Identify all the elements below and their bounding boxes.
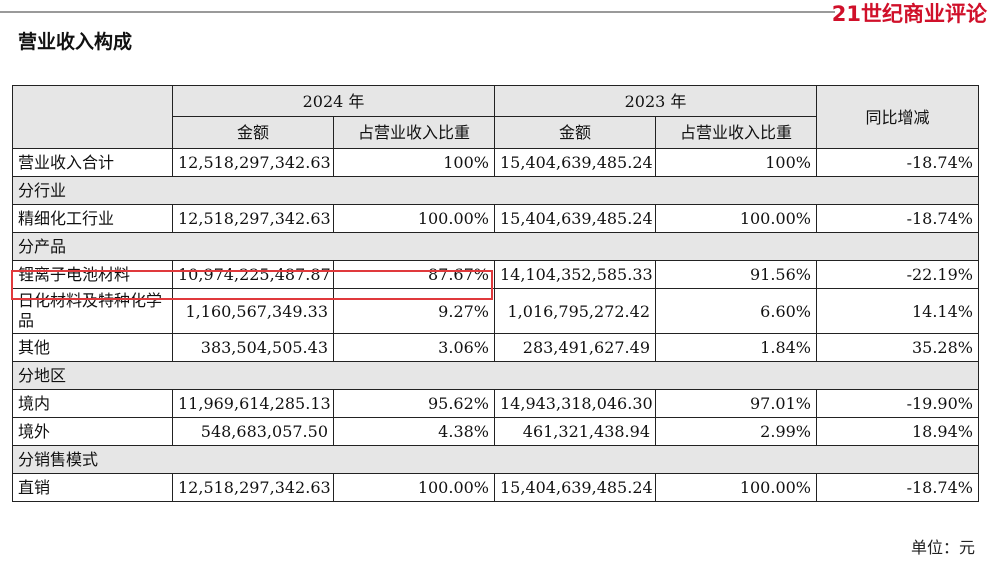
cell-amount-2023: 15,404,639,485.24 (494, 148, 656, 177)
table-row-highlighted: 锂离子电池材料 10,974,225,487.87 87.67% 14,104,… (12, 260, 979, 289)
header-yoy: 同比增减 (816, 85, 979, 149)
row-label: 直销 (12, 473, 173, 502)
header-amount-2024: 金额 (172, 116, 334, 149)
revenue-table: 2024 年 2023 年 同比增减 金额 占营业收入比重 金额 占营业收入比重… (12, 85, 979, 502)
section-row-sales-mode: 分销售模式 (12, 445, 979, 474)
cell-share-2024: 100.00% (333, 473, 495, 502)
cell-amount-2023: 15,404,639,485.24 (494, 473, 656, 502)
header-year-2023: 2023 年 (494, 85, 817, 117)
cell-share-2023: 100.00% (655, 204, 817, 233)
row-label: 境内 (12, 389, 173, 418)
row-label: 精细化工行业 (12, 204, 173, 233)
cell-amount-2024: 10,974,225,487.87 (172, 260, 334, 289)
header-share-2023: 占营业收入比重 (655, 116, 817, 149)
row-label: 日化材料及特种化学品 (12, 288, 173, 334)
table-row-total: 营业收入合计 12,518,297,342.63 100% 15,404,639… (12, 148, 979, 177)
table-row: 境内 11,969,614,285.13 95.62% 14,943,318,0… (12, 389, 979, 418)
table-row: 直销 12,518,297,342.63 100.00% 15,404,639,… (12, 473, 979, 502)
cell-share-2024: 100.00% (333, 204, 495, 233)
cell-share-2023: 1.84% (655, 333, 817, 362)
cell-share-2023: 91.56% (655, 260, 817, 289)
top-rule (0, 11, 835, 13)
cell-amount-2023: 461,321,438.94 (494, 417, 656, 446)
cell-share-2024: 95.62% (333, 389, 495, 418)
cell-yoy: -22.19% (816, 260, 979, 289)
header-corner (12, 85, 173, 149)
section-title: 分销售模式 (12, 445, 979, 474)
row-label: 营业收入合计 (12, 148, 173, 177)
cell-yoy: -18.74% (816, 148, 979, 177)
header-share-2024: 占营业收入比重 (333, 116, 495, 149)
cell-share-2024: 4.38% (333, 417, 495, 446)
cell-share-2023: 6.60% (655, 288, 817, 334)
cell-amount-2023: 283,491,627.49 (494, 333, 656, 362)
cell-share-2023: 2.99% (655, 417, 817, 446)
cell-share-2024: 100% (333, 148, 495, 177)
cell-amount-2024: 12,518,297,342.63 (172, 204, 334, 233)
cell-share-2024: 3.06% (333, 333, 495, 362)
cell-share-2023: 97.01% (655, 389, 817, 418)
cell-amount-2023: 14,104,352,585.33 (494, 260, 656, 289)
cell-amount-2023: 14,943,318,046.30 (494, 389, 656, 418)
section-row-region: 分地区 (12, 361, 979, 390)
header-amount-2023: 金额 (494, 116, 656, 149)
cell-amount-2024: 1,160,567,349.33 (172, 288, 334, 334)
cell-share-2024: 9.27% (333, 288, 495, 334)
brand-logo: 21世纪商业评论 (831, 2, 987, 26)
unit-note: 单位：元 (910, 538, 975, 557)
table-row: 境外 548,683,057.50 4.38% 461,321,438.94 2… (12, 417, 979, 446)
row-label: 锂离子电池材料 (12, 260, 173, 289)
table-row: 日化材料及特种化学品 1,160,567,349.33 9.27% 1,016,… (12, 288, 979, 334)
header-year-2024: 2024 年 (172, 85, 495, 117)
section-title: 分行业 (12, 176, 979, 205)
row-label: 其他 (12, 333, 173, 362)
cell-yoy: 35.28% (816, 333, 979, 362)
table-row: 其他 383,504,505.43 3.06% 283,491,627.49 1… (12, 333, 979, 362)
section-title: 分产品 (12, 232, 979, 261)
cell-amount-2024: 11,969,614,285.13 (172, 389, 334, 418)
section-row-product: 分产品 (12, 232, 979, 261)
cell-amount-2024: 12,518,297,342.63 (172, 473, 334, 502)
cell-amount-2024: 12,518,297,342.63 (172, 148, 334, 177)
cell-share-2023: 100% (655, 148, 817, 177)
page-title: 营业收入构成 (18, 31, 133, 53)
section-row-industry: 分行业 (12, 176, 979, 205)
cell-yoy: -19.90% (816, 389, 979, 418)
cell-yoy: 14.14% (816, 288, 979, 334)
cell-amount-2023: 15,404,639,485.24 (494, 204, 656, 233)
cell-share-2023: 100.00% (655, 473, 817, 502)
cell-amount-2023: 1,016,795,272.42 (494, 288, 656, 334)
cell-yoy: -18.74% (816, 473, 979, 502)
row-label: 境外 (12, 417, 173, 446)
cell-yoy: -18.74% (816, 204, 979, 233)
table-row: 精细化工行业 12,518,297,342.63 100.00% 15,404,… (12, 204, 979, 233)
cell-amount-2024: 383,504,505.43 (172, 333, 334, 362)
cell-amount-2024: 548,683,057.50 (172, 417, 334, 446)
cell-share-2024: 87.67% (333, 260, 495, 289)
section-title: 分地区 (12, 361, 979, 390)
cell-yoy: 18.94% (816, 417, 979, 446)
